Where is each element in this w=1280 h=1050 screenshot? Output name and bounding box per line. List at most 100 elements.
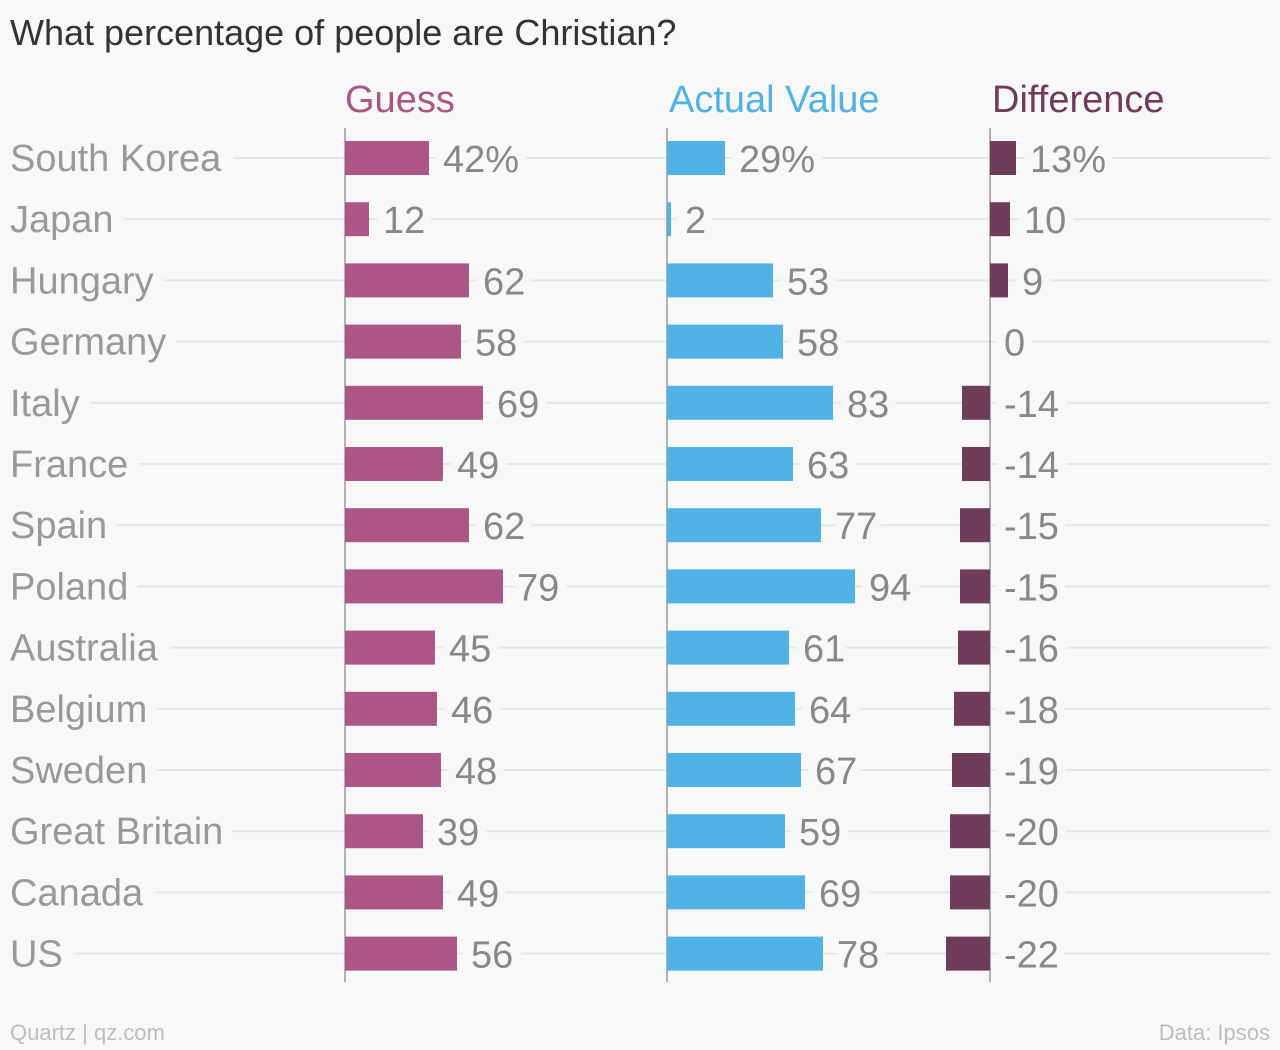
bar-0 <box>345 875 443 910</box>
value-label-1: 58 <box>797 323 839 365</box>
value-label-2: 10 <box>1024 200 1066 242</box>
value-label-0: 42% <box>443 139 519 181</box>
value-label-2: 9 <box>1022 261 1043 303</box>
row-label: South Korea <box>10 138 222 180</box>
bar-1 <box>667 141 725 175</box>
row-label: Australia <box>10 628 159 670</box>
value-label-1: 69 <box>819 873 861 915</box>
value-label-2: 0 <box>1004 323 1025 365</box>
value-label-1: 78 <box>837 935 879 977</box>
bar-2 <box>990 263 1008 298</box>
value-label-0: 48 <box>455 751 497 793</box>
row-label: Canada <box>10 872 144 914</box>
value-label-0: 45 <box>449 629 491 671</box>
bar-0 <box>345 447 443 481</box>
value-label-0: 62 <box>483 261 525 303</box>
bar-2 <box>962 447 990 481</box>
bar-1 <box>667 630 789 665</box>
value-label-1: 63 <box>807 445 849 487</box>
bar-0 <box>345 385 483 420</box>
row-label: Hungary <box>10 260 154 302</box>
bar-1 <box>667 447 793 481</box>
source-credit: Quartz | qz.com <box>10 1020 165 1045</box>
bar-0 <box>345 691 437 726</box>
row-label: Spain <box>10 505 107 547</box>
bar-2 <box>960 508 990 543</box>
bar-1 <box>667 385 833 420</box>
value-label-0: 12 <box>383 200 425 242</box>
value-label-1: 67 <box>815 751 857 793</box>
value-label-1: 64 <box>809 690 851 732</box>
bar-0 <box>345 569 503 604</box>
row-label: Sweden <box>10 750 147 792</box>
value-label-0: 46 <box>451 690 493 732</box>
bar-0 <box>345 263 469 298</box>
row-label: Germany <box>10 322 166 364</box>
chart-title: What percentage of people are Christian? <box>10 12 677 53</box>
series-header-0: Guess <box>345 79 455 121</box>
bar-0 <box>345 141 429 175</box>
value-label-0: 58 <box>475 323 517 365</box>
value-label-0: 39 <box>437 812 479 854</box>
value-label-1: 29% <box>739 139 815 181</box>
bar-0 <box>345 814 423 849</box>
bar-1 <box>667 263 773 298</box>
value-label-1: 94 <box>869 567 911 609</box>
bar-0 <box>345 936 457 971</box>
value-label-1: 83 <box>847 384 889 426</box>
bar-0 <box>345 202 369 237</box>
value-label-1: 59 <box>799 812 841 854</box>
row-label: Poland <box>10 566 128 608</box>
bar-0 <box>345 753 441 787</box>
series-header-1: Actual Value <box>669 79 880 121</box>
value-label-0: 56 <box>471 935 513 977</box>
value-label-2: -15 <box>1004 506 1059 548</box>
value-label-0: 79 <box>517 567 559 609</box>
value-label-2: -20 <box>1004 812 1059 854</box>
bar-2 <box>952 753 990 787</box>
bar-0 <box>345 630 435 665</box>
value-label-0: 49 <box>457 445 499 487</box>
bar-2 <box>990 202 1010 237</box>
bar-1 <box>667 936 823 971</box>
row-label: Belgium <box>10 689 147 731</box>
value-label-2: -14 <box>1004 384 1059 426</box>
chart: Guess Actual Value Difference South Korea Ja… <box>10 79 1270 982</box>
row-label: Great Britain <box>10 811 223 853</box>
bar-2 <box>960 569 990 604</box>
bar-1 <box>667 691 795 726</box>
row-label: Japan <box>10 199 114 241</box>
value-label-1: 61 <box>803 629 845 671</box>
bar-2 <box>954 691 990 726</box>
value-label-2: -16 <box>1004 629 1059 671</box>
series-header-2: Difference <box>992 79 1165 121</box>
bar-1 <box>667 569 855 604</box>
value-label-2: -15 <box>1004 567 1059 609</box>
bar-2 <box>950 814 990 849</box>
value-label-2: -18 <box>1004 690 1059 732</box>
value-label-0: 62 <box>483 506 525 548</box>
value-label-2: -14 <box>1004 445 1059 487</box>
bar-2 <box>950 875 990 910</box>
value-label-1: 2 <box>685 200 706 242</box>
value-label-0: 69 <box>497 384 539 426</box>
row-label: Italy <box>10 383 80 425</box>
value-label-2: 13% <box>1030 139 1106 181</box>
bar-2 <box>990 141 1016 175</box>
value-label-1: 77 <box>835 506 877 548</box>
data-source: Data: Ipsos <box>1158 1020 1270 1045</box>
bar-2 <box>958 630 990 665</box>
bar-1 <box>667 814 785 849</box>
bar-1 <box>667 324 783 359</box>
bar-1 <box>667 875 805 910</box>
row-label: US <box>10 934 63 976</box>
value-label-0: 49 <box>457 873 499 915</box>
value-label-2: -22 <box>1004 935 1059 977</box>
bar-2 <box>946 936 990 971</box>
value-label-1: 53 <box>787 261 829 303</box>
row-label: France <box>10 444 128 486</box>
value-label-2: -19 <box>1004 751 1059 793</box>
bar-2 <box>962 385 990 420</box>
bar-0 <box>345 508 469 543</box>
bar-1 <box>667 202 671 237</box>
